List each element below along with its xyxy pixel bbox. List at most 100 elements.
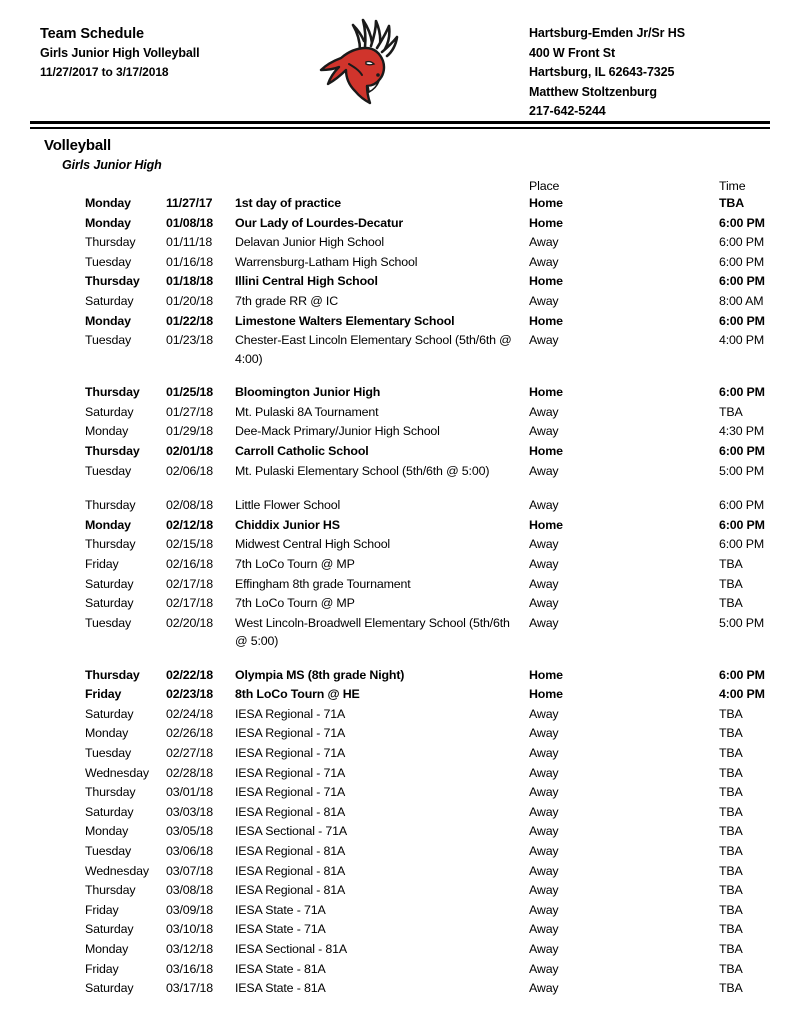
- row-time: 5:00 PM: [719, 463, 765, 478]
- row-date: 03/17/18: [166, 981, 214, 996]
- row-date: 02/15/18: [166, 537, 214, 552]
- row-place: Away: [529, 844, 559, 859]
- school-phone: 217-642-5244: [529, 104, 606, 119]
- row-day-of-week: Saturday: [85, 576, 134, 591]
- row-event-name: IESA State - 81A: [235, 961, 326, 976]
- table-row: Saturday 03/03/18 IESA Regional - 81A Away T…: [0, 803, 800, 823]
- row-time: TBA: [719, 726, 743, 741]
- row-time: 8:00 AM: [719, 293, 764, 308]
- row-day-of-week: Tuesday: [85, 615, 132, 630]
- row-time: 6:00 PM: [719, 385, 765, 400]
- page-title: Team Schedule: [40, 26, 144, 42]
- table-row: Monday 11/27/17 1st day of practice Home TBA: [0, 194, 800, 214]
- row-event-name: Mt. Pulaski Elementary School (5th/6th @…: [235, 463, 490, 478]
- row-time: 6:00 PM: [719, 274, 765, 289]
- table-row: Thursday 02/08/18 Little Flower School Away…: [0, 496, 800, 516]
- row-event-name: West Lincoln-Broadwell Elementary School…: [235, 615, 510, 649]
- row-place: Home: [529, 274, 563, 289]
- row-day-of-week: Saturday: [85, 922, 134, 937]
- row-date: 03/05/18: [166, 824, 214, 839]
- row-day-of-week: Monday: [85, 942, 129, 956]
- row-date: 01/27/18: [166, 404, 214, 419]
- table-row: Friday 02/23/18 8th LoCo Tourn @ HE Home 4:0…: [0, 685, 800, 705]
- row-time: 4:30 PM: [719, 424, 765, 439]
- row-day-of-week: Monday: [85, 215, 131, 230]
- row-place: Away: [529, 404, 559, 419]
- table-row: Thursday 01/18/18 Illini Central High Scho…: [0, 272, 800, 292]
- row-place: Away: [529, 961, 559, 976]
- table-row: Saturday 01/27/18 Mt. Pulaski 8A Tournamen…: [0, 403, 800, 423]
- row-place: Home: [529, 313, 563, 328]
- row-place: Away: [529, 824, 559, 839]
- row-day-of-week: Wednesday: [85, 765, 149, 780]
- row-event-name: Limestone Walters Elementary School: [235, 313, 455, 328]
- table-column-headers: Place Time: [0, 178, 800, 194]
- table-row: Thursday 01/11/18 Delavan Junior High Scho…: [0, 233, 800, 253]
- row-place: Away: [529, 596, 559, 611]
- row-date: 01/29/18: [166, 424, 214, 439]
- table-row: Friday 03/16/18 IESA State - 81A Away TBA: [0, 960, 800, 980]
- table-row: Monday 03/05/18 IESA Sectional - 71A Away TB…: [0, 822, 800, 842]
- row-day-of-week: Monday: [85, 824, 129, 839]
- row-place: Away: [529, 942, 559, 956]
- row-event-name: IESA Regional - 71A: [235, 706, 346, 721]
- row-place: Away: [529, 293, 559, 308]
- row-place: Away: [529, 746, 559, 761]
- team-subtitle: Girls Junior High Volleyball: [40, 46, 200, 60]
- row-day-of-week: Thursday: [85, 785, 136, 800]
- table-row: Saturday 03/10/18 IESA State - 71A Away TBA: [0, 920, 800, 940]
- row-day-of-week: Tuesday: [85, 463, 132, 478]
- row-date: 02/17/18: [166, 576, 214, 591]
- table-row: Thursday 02/15/18 Midwest Central High Sch…: [0, 535, 800, 555]
- row-event-name: IESA Regional - 81A: [235, 804, 346, 819]
- row-time: TBA: [719, 404, 743, 419]
- table-row: Wednesday 03/07/18 IESA Regional - 81A Away…: [0, 862, 800, 882]
- row-event-name: IESA State - 71A: [235, 922, 326, 937]
- row-place: Away: [529, 424, 559, 439]
- schedule-rows: Monday 11/27/17 1st day of practice Home TBA…: [0, 194, 800, 999]
- row-date: 01/23/18: [166, 333, 214, 348]
- row-event-name: 7th LoCo Tourn @ MP: [235, 556, 355, 571]
- row-date: 03/03/18: [166, 804, 214, 819]
- row-event-name: Midwest Central High School: [235, 537, 391, 552]
- row-date: 01/11/18: [166, 235, 213, 250]
- row-time: 6:00 PM: [719, 517, 765, 532]
- row-place: Away: [529, 254, 559, 269]
- row-day-of-week: Friday: [85, 902, 119, 917]
- row-place: Away: [529, 883, 559, 898]
- row-date: 03/01/18: [166, 785, 214, 800]
- row-date: 03/10/18: [166, 922, 214, 937]
- row-date: 03/16/18: [166, 961, 214, 976]
- row-date: 01/16/18: [166, 254, 214, 269]
- row-time: TBA: [719, 981, 743, 996]
- row-event-name: Little Flower School: [235, 498, 341, 513]
- row-place: Away: [529, 981, 559, 996]
- divider-thick-line: [30, 121, 770, 124]
- row-event-name: Dee-Mack Primary/Junior High School: [235, 424, 440, 439]
- table-row: Monday 03/12/18 IESA Sectional - 81A Away TB…: [0, 940, 800, 960]
- row-day-of-week: Friday: [85, 961, 119, 976]
- row-event-name: 8th LoCo Tourn @ HE: [235, 687, 360, 702]
- table-row: Tuesday 02/20/18 West Lincoln-Broadwell El…: [0, 614, 800, 651]
- row-event-name: IESA Regional - 71A: [235, 746, 346, 761]
- row-date: 02/01/18: [166, 443, 214, 458]
- row-event-name: IESA Regional - 71A: [235, 726, 346, 741]
- row-time: TBA: [719, 922, 743, 937]
- row-event-name: Our Lady of Lourdes-Decatur: [235, 215, 404, 230]
- row-place: Away: [529, 902, 559, 917]
- row-place: Away: [529, 922, 559, 937]
- row-time: 6:00 PM: [719, 537, 765, 552]
- row-time: 6:00 PM: [719, 235, 765, 250]
- row-place: Away: [529, 537, 559, 552]
- row-day-of-week: Saturday: [85, 596, 134, 611]
- sport-name: Volleyball: [44, 137, 111, 154]
- row-event-name: Delavan Junior High School: [235, 235, 385, 250]
- row-date: 03/06/18: [166, 844, 214, 859]
- row-day-of-week: Tuesday: [85, 844, 132, 859]
- row-event-name: Mt. Pulaski 8A Tournament: [235, 404, 379, 419]
- row-date: 01/18/18: [166, 274, 214, 289]
- row-event-name: 7th grade RR @ IC: [235, 293, 339, 308]
- row-date: 02/08/18: [166, 498, 214, 513]
- row-time: 6:00 PM: [719, 498, 765, 513]
- row-place: Away: [529, 863, 559, 878]
